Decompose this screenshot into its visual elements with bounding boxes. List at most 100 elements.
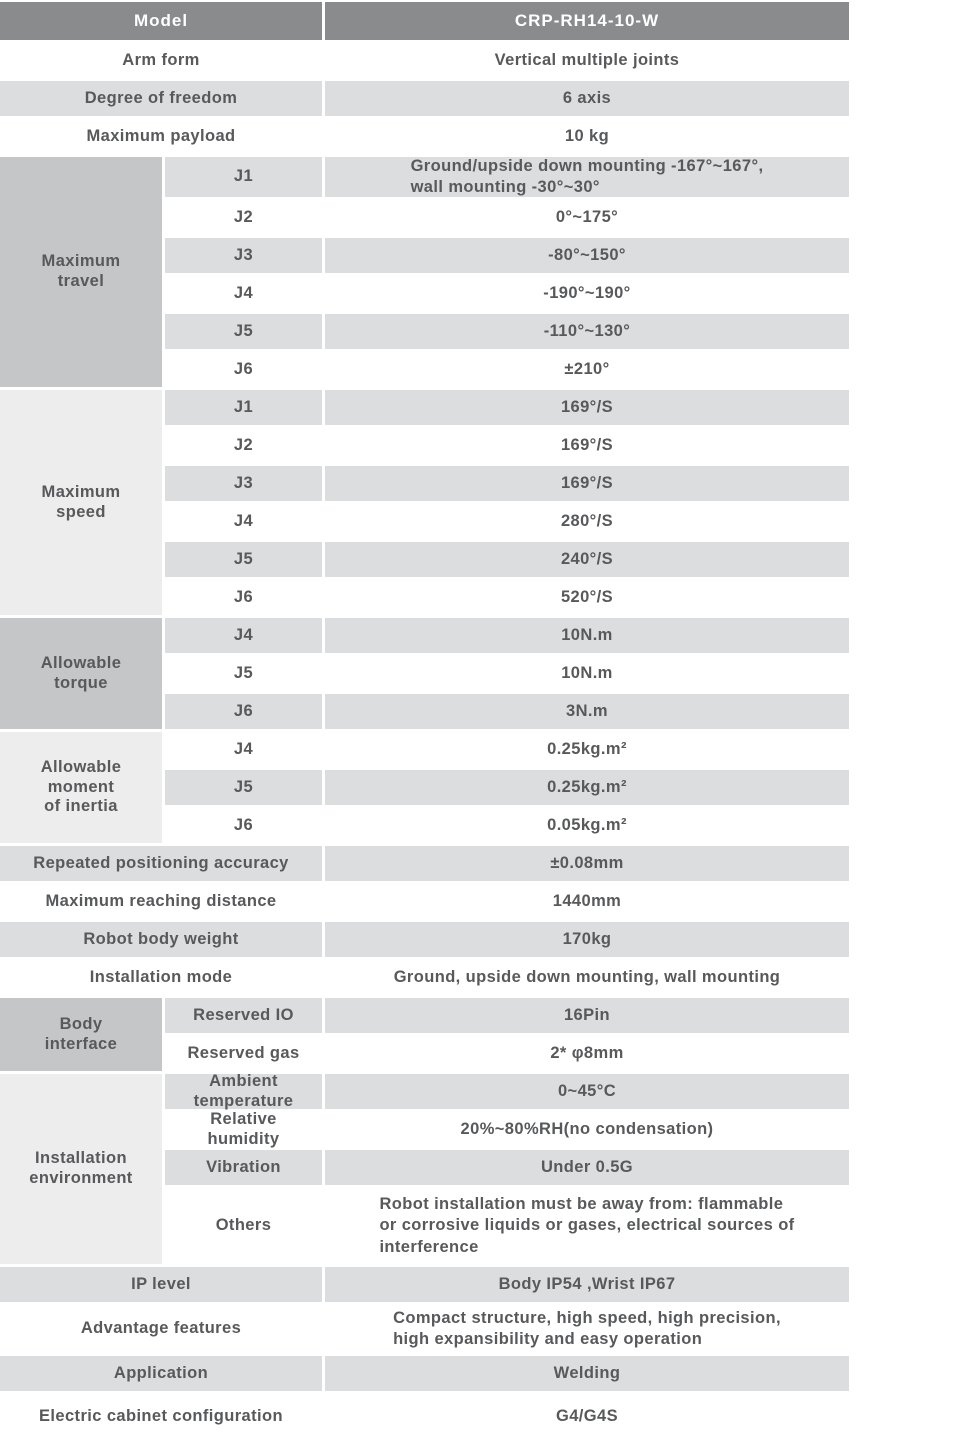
row-value-maximum-payload-text: 10 kg <box>564 126 610 145</box>
subrow-label-allowable-moment-of-inertia-1: J5 <box>165 770 322 805</box>
row-label-application-text: Application <box>113 1363 209 1382</box>
row-label-installation-mode-text: Installation mode <box>89 967 233 986</box>
spec-group-maximum-speed: Maximum speed J1 169°/S J2 169°/S J3 169°/S J4 2… <box>0 390 849 615</box>
subrow-value-maximum-speed-0: 169°/S <box>325 390 849 425</box>
row-label-degree-of-freedom: Degree of freedom <box>0 81 322 116</box>
subrow-value-maximum-travel-5: ±210° <box>325 352 849 387</box>
subrow-label-maximum-travel-0-text: J1 <box>233 167 254 186</box>
subrow-value-maximum-speed-5: 520°/S <box>325 580 849 615</box>
group-items-maximum-travel: J1 Ground/upside down mounting -167°~167°… <box>165 157 849 387</box>
row-value-degree-of-freedom: 6 axis <box>325 81 849 116</box>
subrow-value-body-interface-1-text: 2* φ8mm <box>550 1043 624 1062</box>
subrow-value-maximum-speed-2: 169°/S <box>325 466 849 501</box>
row-value-degree-of-freedom-text: 6 axis <box>562 88 612 107</box>
subrow-value-allowable-moment-of-inertia-1-text: 0.25kg.m² <box>547 777 627 796</box>
group-label-allowable-moment-of-inertia-text: Allowable moment of inertia <box>40 757 122 816</box>
subrow-value-maximum-travel-2: -80°~150° <box>325 238 849 273</box>
spec-subrow-maximum-speed-2: J3 169°/S <box>165 466 849 501</box>
subrow-label-allowable-torque-1-text: J5 <box>233 663 254 682</box>
subrow-value-maximum-travel-3-text: -190°~190° <box>543 283 631 302</box>
header-model-value: CRP-RH14-10-W <box>325 2 849 40</box>
row-value-robot-body-weight: 170kg <box>325 922 849 957</box>
subrow-value-installation-environment-2: Under 0.5G <box>325 1150 849 1185</box>
subrow-value-body-interface-0-text: 16Pin <box>563 1005 611 1024</box>
spec-subrow-allowable-torque-0: J4 10N.m <box>165 618 849 653</box>
subrow-label-body-interface-1-text: Reserved gas <box>187 1043 300 1062</box>
subrow-label-body-interface-0: Reserved IO <box>165 998 322 1033</box>
spec-row-advantage-features: Advantage features Compact structure, hig… <box>0 1305 849 1353</box>
row-value-arm-form: Vertical multiple joints <box>325 43 849 78</box>
group-items-body-interface: Reserved IO 16Pin Reserved gas 2* φ8mm <box>165 998 849 1071</box>
subrow-label-maximum-speed-5: J6 <box>165 580 322 615</box>
group-label-body-interface-text: Body interface <box>44 1014 118 1053</box>
subrow-label-installation-environment-1-text: Relative humidity <box>207 1109 280 1148</box>
subrow-label-maximum-travel-0: J1 <box>165 157 322 197</box>
row-label-advantage-features: Advantage features <box>0 1305 322 1353</box>
subrow-value-allowable-moment-of-inertia-1: 0.25kg.m² <box>325 770 849 805</box>
subrow-label-allowable-torque-1: J5 <box>165 656 322 691</box>
row-value-application: Welding <box>325 1356 849 1391</box>
table-header-row: Model CRP-RH14-10-W <box>0 2 849 40</box>
subrow-label-maximum-travel-5: J6 <box>165 352 322 387</box>
header-model-label: Model <box>0 2 322 40</box>
subrow-label-body-interface-0-text: Reserved IO <box>193 1005 294 1024</box>
row-label-maximum-reaching-distance: Maximum reaching distance <box>0 884 322 919</box>
group-label-allowable-moment-of-inertia: Allowable moment of inertia <box>0 732 162 843</box>
subrow-value-allowable-moment-of-inertia-0-text: 0.25kg.m² <box>547 739 627 758</box>
row-value-application-text: Welding <box>553 1363 621 1382</box>
subrow-value-maximum-speed-0-text: 169°/S <box>560 397 614 416</box>
spec-subrow-allowable-torque-1: J5 10N.m <box>165 656 849 691</box>
subrow-value-installation-environment-0: 0~45°C <box>325 1074 849 1109</box>
spec-row-maximum-reaching-distance: Maximum reaching distance 1440mm <box>0 884 849 919</box>
subrow-label-allowable-moment-of-inertia-1-text: J5 <box>233 777 254 796</box>
spec-rows: Arm form Vertical multiple joints Degree o… <box>0 43 849 1440</box>
subrow-label-maximum-travel-1: J2 <box>165 200 322 235</box>
group-items-allowable-torque: J4 10N.m J5 10N.m J6 3N.m <box>165 618 849 729</box>
subrow-label-allowable-torque-0-text: J4 <box>233 625 254 644</box>
subrow-label-maximum-travel-3-text: J4 <box>233 283 254 302</box>
spec-subrow-maximum-travel-2: J3 -80°~150° <box>165 238 849 273</box>
row-value-maximum-reaching-distance: 1440mm <box>325 884 849 919</box>
row-value-repeated-positioning-accuracy-text: ±0.08mm <box>550 853 624 872</box>
group-label-maximum-travel-text: Maximum travel <box>41 252 121 290</box>
row-label-repeated-positioning-accuracy-text: Repeated positioning accuracy <box>33 853 289 872</box>
subrow-label-maximum-travel-3: J4 <box>165 276 322 311</box>
spec-subrow-allowable-torque-2: J6 3N.m <box>165 694 849 729</box>
subrow-value-maximum-speed-3: 280°/S <box>325 504 849 539</box>
subrow-value-allowable-torque-2-text: 3N.m <box>566 701 608 720</box>
robot-spec-table: Model CRP-RH14-10-W Arm form Vertical mul… <box>0 2 849 1440</box>
row-label-ip-level: IP level <box>0 1267 322 1302</box>
subrow-value-maximum-travel-1-text: 0°~175° <box>555 207 619 226</box>
spec-row-robot-body-weight: Robot body weight 170kg <box>0 922 849 957</box>
spec-subrow-maximum-speed-4: J5 240°/S <box>165 542 849 577</box>
subrow-value-maximum-travel-4: -110°~130° <box>325 314 849 349</box>
subrow-value-installation-environment-0-text: 0~45°C <box>557 1081 617 1100</box>
subrow-label-maximum-speed-2-text: J3 <box>233 473 254 492</box>
subrow-label-maximum-speed-2: J3 <box>165 466 322 501</box>
spec-subrow-maximum-speed-1: J2 169°/S <box>165 428 849 463</box>
spec-subrow-maximum-speed-3: J4 280°/S <box>165 504 849 539</box>
row-value-installation-mode-text: Ground, upside down mounting, wall mount… <box>393 967 781 986</box>
subrow-label-maximum-travel-2: J3 <box>165 238 322 273</box>
subrow-value-installation-environment-1: 20%~80%RH(no condensation) <box>325 1112 849 1147</box>
subrow-label-maximum-speed-4-text: J5 <box>233 549 254 568</box>
row-label-maximum-payload-text: Maximum payload <box>86 126 236 145</box>
row-label-advantage-features-text: Advantage features <box>80 1319 242 1338</box>
row-label-repeated-positioning-accuracy: Repeated positioning accuracy <box>0 846 322 881</box>
spec-row-repeated-positioning-accuracy: Repeated positioning accuracy ±0.08mm <box>0 846 849 881</box>
spec-subrow-installation-environment-3: Others Robot installation must be away fr… <box>165 1188 849 1264</box>
group-label-maximum-speed: Maximum speed <box>0 390 162 615</box>
subrow-value-maximum-speed-3-text: 280°/S <box>560 511 614 530</box>
spec-group-allowable-torque: Allowable torque J4 10N.m J5 10N.m J6 3N.m <box>0 618 849 729</box>
subrow-label-maximum-travel-4-text: J5 <box>233 321 254 340</box>
spec-subrow-installation-environment-1: Relative humidity 20%~80%RH(no condensati… <box>165 1109 849 1148</box>
group-items-installation-environment: Ambient temperature 0~45°C Relative humidi… <box>165 1072 849 1264</box>
row-value-advantage-features-text: Compact structure, high speed, high prec… <box>393 1308 781 1348</box>
subrow-value-allowable-moment-of-inertia-2-text: 0.05kg.m² <box>547 815 627 834</box>
subrow-value-maximum-speed-1: 169°/S <box>325 428 849 463</box>
subrow-label-maximum-travel-2-text: J3 <box>233 245 254 264</box>
row-label-degree-of-freedom-text: Degree of freedom <box>84 88 238 107</box>
spec-group-body-interface: Body interface Reserved IO 16Pin Reserved g… <box>0 998 849 1071</box>
subrow-label-maximum-speed-3-text: J4 <box>233 511 254 530</box>
subrow-label-installation-environment-2: Vibration <box>165 1150 322 1185</box>
